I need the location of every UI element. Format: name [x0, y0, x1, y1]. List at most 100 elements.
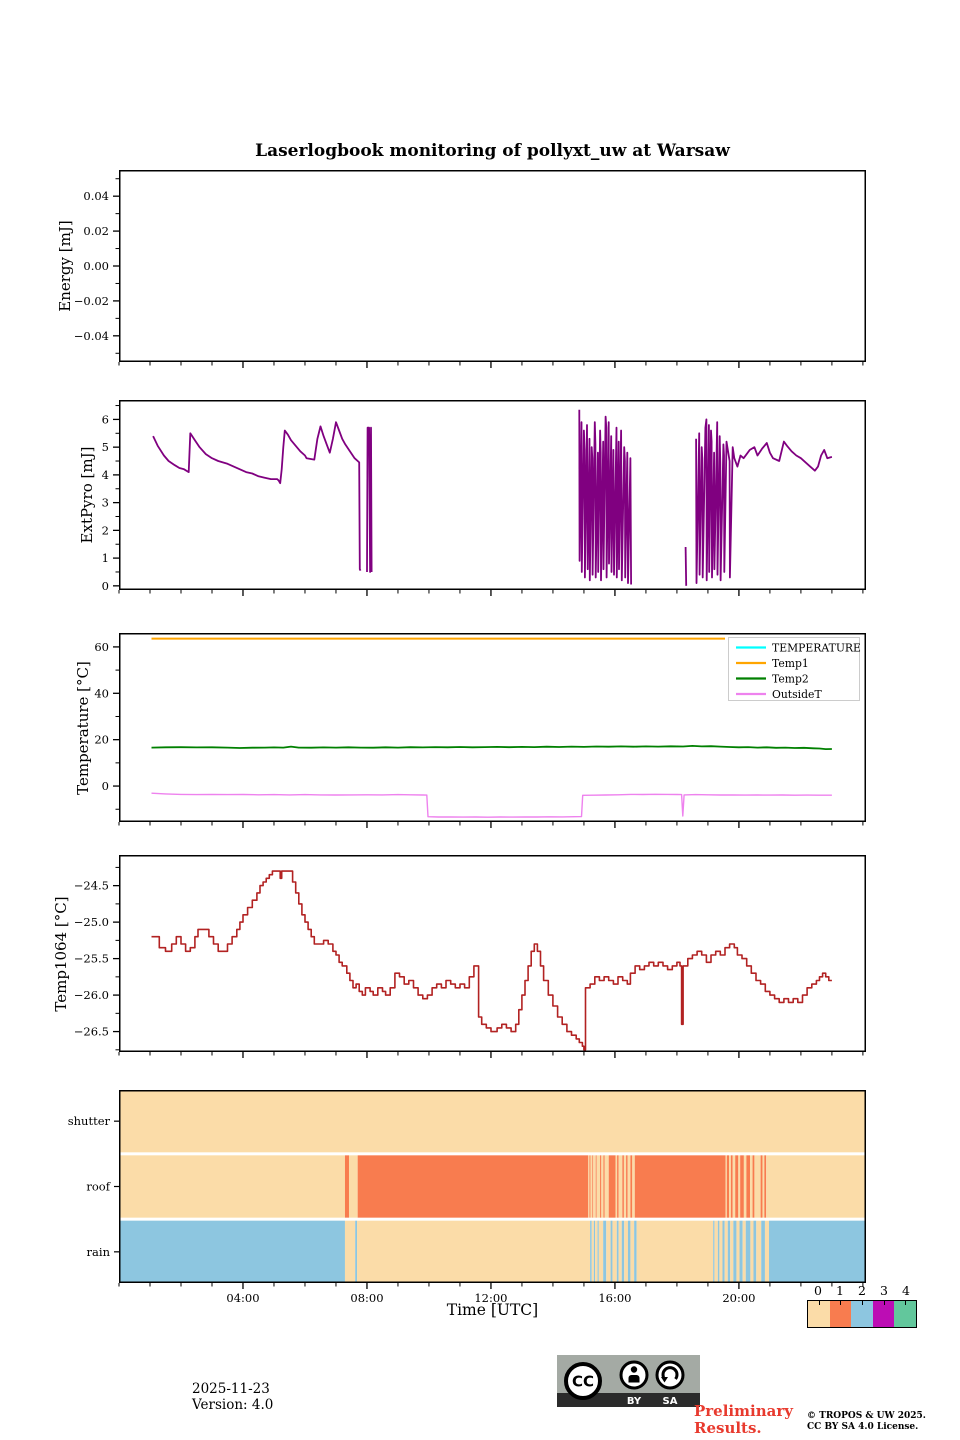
copyright-note: © TROPOS & UW 2025. CC BY SA 4.0 License… — [807, 1411, 926, 1432]
status-segment-rain — [590, 1220, 592, 1283]
status-segment-rain — [730, 1220, 734, 1283]
axes-frame — [119, 400, 866, 590]
status-segment-rain — [714, 1220, 718, 1283]
status-segment-roof — [615, 1155, 618, 1218]
status-segment-roof — [348, 1155, 358, 1218]
y-tick-label: 0.00 — [83, 259, 109, 273]
status-segment-roof — [595, 1155, 597, 1218]
y-tick-label: 1 — [102, 551, 109, 565]
legend-label-Temp2: Temp2 — [772, 672, 809, 685]
status-segment-rain — [603, 1220, 607, 1283]
cc-license-badge: CC BY SA — [557, 1355, 700, 1407]
status-segment-rain — [750, 1220, 754, 1283]
series-ExtPyro — [152, 421, 362, 572]
y-tick-label: −26.0 — [74, 988, 109, 1002]
status-segment-rain — [119, 1220, 345, 1283]
series-OutsideT — [151, 792, 832, 818]
status-segment-roof — [634, 1155, 726, 1218]
x-axis-label: Time [UTC] — [446, 1301, 539, 1319]
status-segment-roof — [627, 1155, 631, 1218]
status-segment-roof — [608, 1155, 616, 1218]
status-segment-roof — [743, 1155, 747, 1218]
status-segment-rain — [593, 1220, 596, 1283]
series-ExtPyro — [366, 426, 373, 573]
status-segment-roof — [730, 1155, 733, 1218]
status-segment-roof — [589, 1155, 591, 1218]
y-tick-label: 20 — [94, 733, 109, 747]
status-segment-roof — [740, 1155, 744, 1218]
y-tick-label: −0.04 — [74, 329, 109, 343]
axes-frame — [119, 170, 866, 362]
colorbar-cell-4 — [894, 1301, 916, 1327]
preliminary-note: Preliminary Results. — [694, 1402, 793, 1437]
date-version-block: 2025-11-23 Version: 4.0 — [192, 1381, 273, 1413]
status-segment-rain — [595, 1220, 598, 1283]
status-segment-rain — [742, 1220, 746, 1283]
status-segment-rain — [355, 1220, 358, 1283]
status-segment-roof — [601, 1155, 604, 1218]
status-segment-rain — [344, 1220, 356, 1283]
status-segment-rain — [618, 1220, 622, 1283]
y-tick-label: 3 — [102, 496, 109, 510]
status-segment-roof — [622, 1155, 624, 1218]
status-segment-rain — [357, 1220, 591, 1283]
status-segment-roof — [762, 1155, 765, 1218]
status-segment-roof — [600, 1155, 602, 1218]
status-segment-roof — [626, 1155, 628, 1218]
colorbar-value-4: 4 — [902, 1283, 910, 1298]
status-segment-roof — [732, 1155, 736, 1218]
status-segment-roof — [630, 1155, 633, 1218]
y-tick-label: 6 — [102, 412, 109, 426]
cc-icon: CC — [564, 1362, 602, 1400]
x-tick-label: 12:00 — [474, 1291, 507, 1305]
status-segment-roof — [618, 1155, 623, 1218]
status-segment-rain — [616, 1220, 619, 1283]
status-segment-roof — [760, 1155, 763, 1218]
status-segment-rain — [745, 1220, 751, 1283]
y-tick-label: −25.0 — [74, 915, 109, 929]
figure-title: Laserlogbook monitoring of pollyxt_uw at… — [255, 141, 730, 161]
axes-frame — [119, 1090, 866, 1283]
colorbar-cell-2 — [851, 1301, 873, 1327]
svg-text:CC: CC — [572, 1373, 594, 1391]
status-segment-rain — [634, 1220, 637, 1283]
status-segment-rain — [764, 1220, 769, 1283]
status-segment-roof — [729, 1155, 731, 1218]
status-segment-roof — [766, 1155, 866, 1218]
y-tick-label: 0.02 — [83, 224, 109, 238]
status-segment-rain — [713, 1220, 715, 1283]
row-label-rain: rain — [87, 1245, 111, 1259]
status-segment-roof — [603, 1155, 605, 1218]
status-segment-rain — [724, 1220, 728, 1283]
status-segment-roof — [590, 1155, 593, 1218]
status-segment-rain — [636, 1220, 714, 1283]
y-tick-label: 5 — [102, 440, 109, 454]
x-tick-label: 16:00 — [598, 1291, 631, 1305]
status-segment-rain — [627, 1220, 631, 1283]
y-tick-label: −25.5 — [74, 952, 109, 966]
status-segment-shutter — [119, 1090, 866, 1153]
colorbar-value-2: 2 — [858, 1283, 866, 1298]
y-tick-label: −24.5 — [74, 879, 109, 893]
status-segment-roof — [588, 1155, 590, 1218]
status-segment-rain — [719, 1220, 723, 1283]
cc-sa-arrow-icon — [655, 1360, 685, 1390]
axes-frame — [119, 855, 866, 1052]
status-segment-rain — [612, 1220, 617, 1283]
status-segment-rain — [739, 1220, 743, 1283]
status-segment-roof — [344, 1155, 349, 1218]
status-segment-roof — [617, 1155, 619, 1218]
status-segment-rain — [591, 1220, 594, 1283]
series-Temp2 — [151, 745, 832, 750]
status-segment-rain — [610, 1220, 613, 1283]
status-segment-roof — [593, 1155, 596, 1218]
status-segment-rain — [727, 1220, 731, 1283]
cc-by-person-icon — [619, 1360, 649, 1390]
status-segment-roof — [752, 1155, 755, 1218]
colorbar-cell-3 — [872, 1301, 895, 1327]
row-label-roof: roof — [86, 1180, 110, 1194]
status-segment-rain — [624, 1220, 628, 1283]
y-tick-label: 0 — [102, 779, 109, 793]
plot-energy: 0.04 0.02 0.00 −0.02 −0.04 — [74, 170, 866, 368]
